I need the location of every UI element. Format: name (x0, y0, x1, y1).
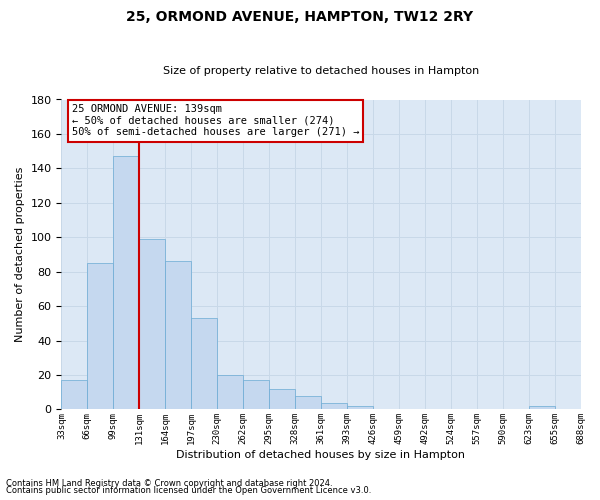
Bar (243, 380, 269, 410)
Bar (61, 380, 88, 410)
Text: 25 ORMOND AVENUE: 139sqm
← 50% of detached houses are smaller (274)
50% of semi-: 25 ORMOND AVENUE: 139sqm ← 50% of detach… (72, 104, 359, 138)
Bar (139, 239, 165, 410)
Bar (347, 406, 373, 409)
Bar (217, 375, 243, 410)
Bar (321, 402, 347, 409)
Text: Contains public sector information licensed under the Open Government Licence v3: Contains public sector information licen… (6, 486, 371, 495)
Bar (88, 263, 113, 410)
Bar (295, 396, 321, 409)
Text: 25, ORMOND AVENUE, HAMPTON, TW12 2RY: 25, ORMOND AVENUE, HAMPTON, TW12 2RY (127, 10, 473, 24)
Bar (269, 389, 295, 409)
Bar (165, 262, 191, 410)
Bar (529, 406, 554, 409)
Bar (113, 156, 139, 410)
Text: Contains HM Land Registry data © Crown copyright and database right 2024.: Contains HM Land Registry data © Crown c… (6, 478, 332, 488)
Title: Size of property relative to detached houses in Hampton: Size of property relative to detached ho… (163, 66, 479, 76)
Bar (191, 318, 217, 410)
Y-axis label: Number of detached properties: Number of detached properties (15, 167, 25, 342)
X-axis label: Distribution of detached houses by size in Hampton: Distribution of detached houses by size … (176, 450, 466, 460)
